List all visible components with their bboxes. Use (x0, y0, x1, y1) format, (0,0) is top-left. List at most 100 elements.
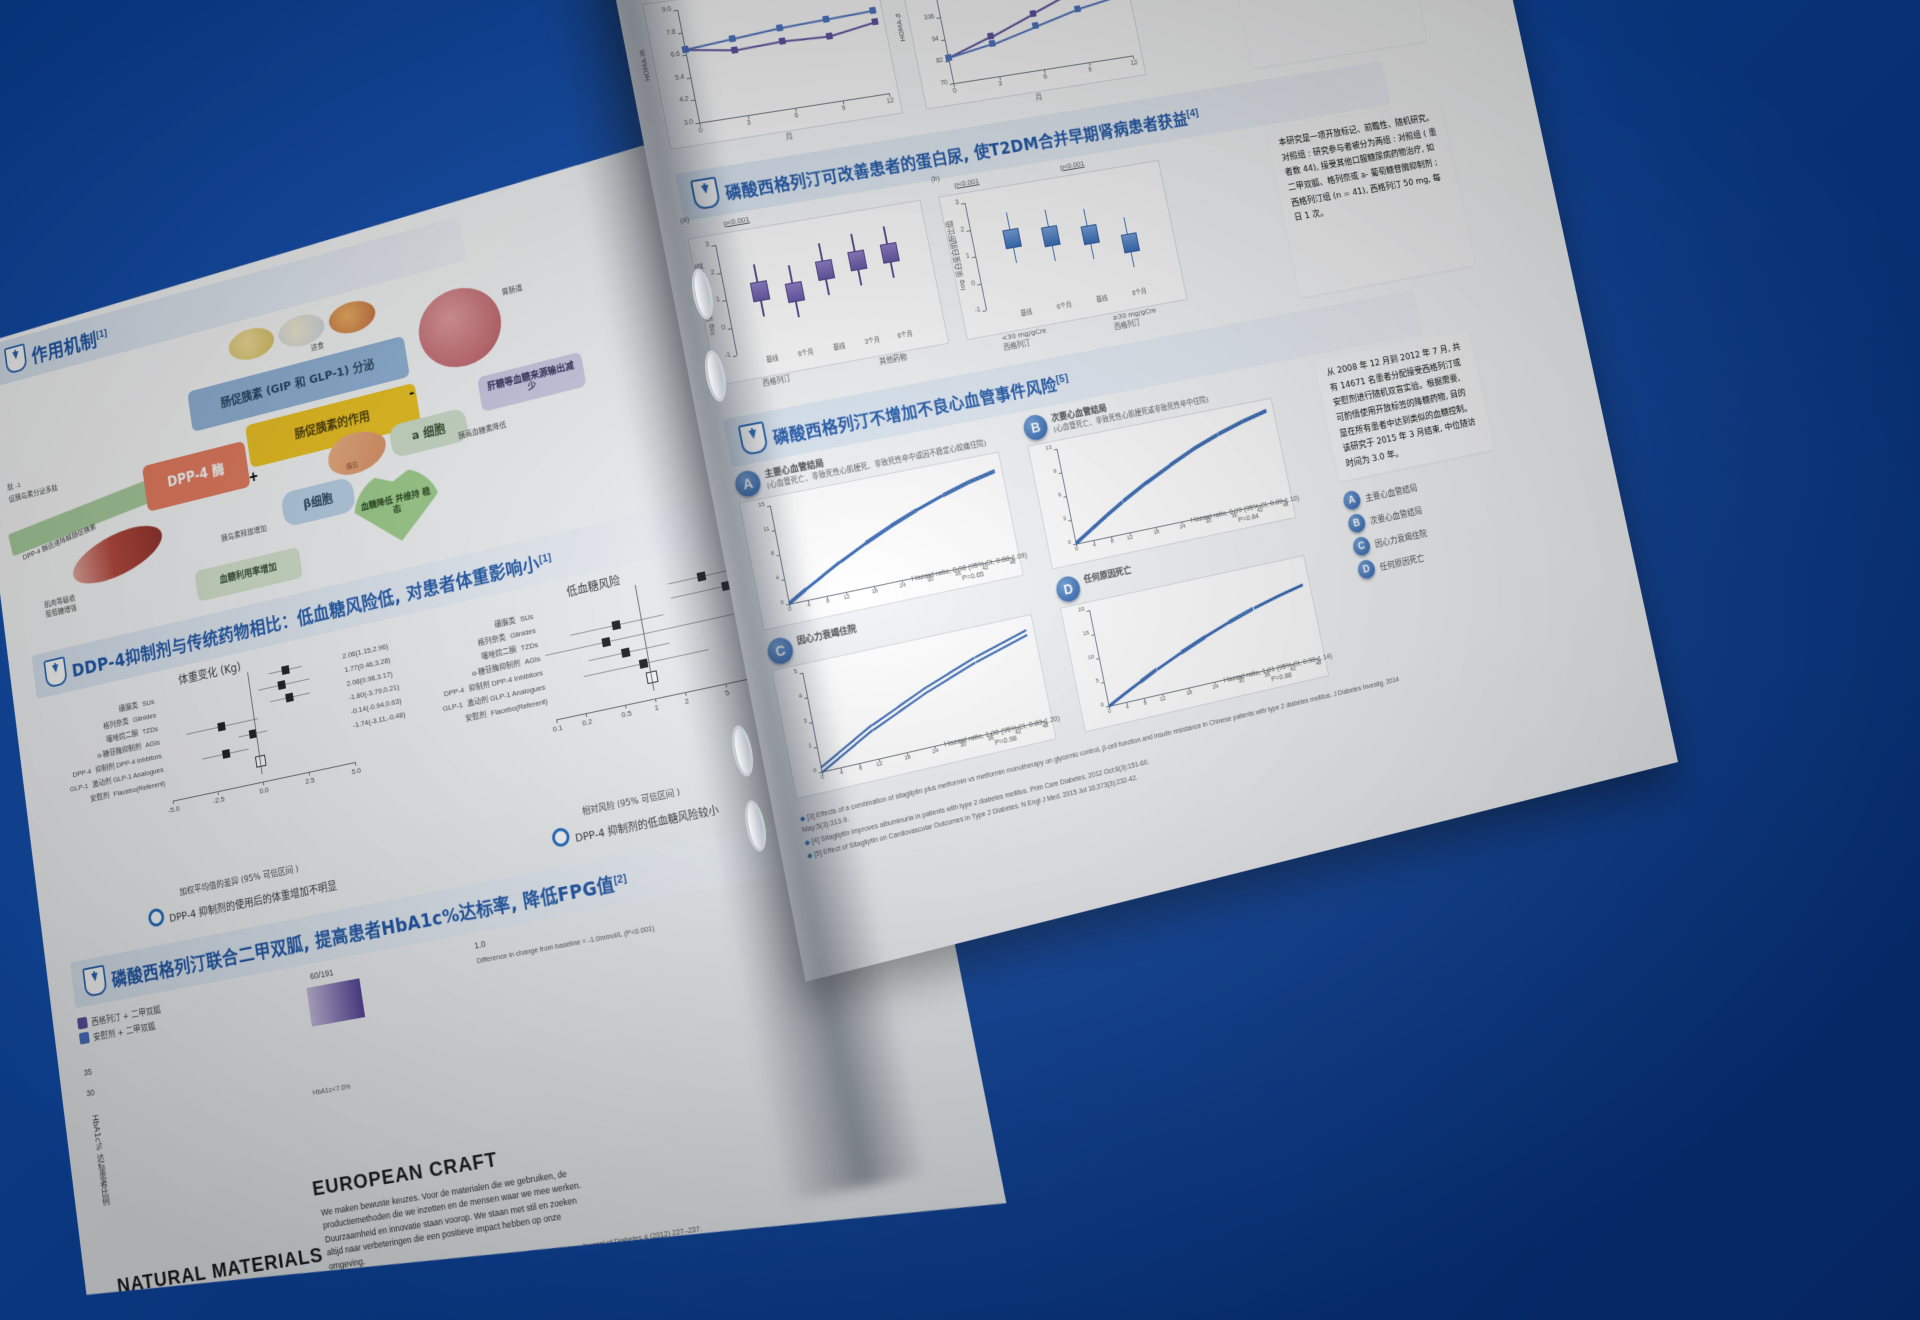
km-x-tick-label: 18 (903, 754, 912, 762)
km-y-tick-label: 4 (798, 693, 803, 701)
km-series-line (1253, 594, 1278, 609)
chart-series-line (779, 19, 827, 30)
km-y-tick-label: 10 (1087, 654, 1095, 662)
panel-b-pvalue-2: p<0.001 (1059, 159, 1085, 172)
km-x-tick-label: 12 (843, 594, 851, 602)
km-y-tick-label: 5 (793, 668, 798, 676)
km-series-line (1091, 515, 1108, 531)
forest-point-estimate (621, 647, 631, 657)
km-series-line (1124, 680, 1141, 694)
eating-label: 进食 (310, 341, 325, 353)
liver-output-node: 肝糖等血糖来源输出减少 (477, 352, 587, 412)
km-x-tick-label: 24 (1179, 523, 1187, 531)
chart-x-tick-label: 6 (794, 112, 800, 120)
peptide1-label: 肽 -1 (6, 480, 22, 492)
km-series-line (1121, 480, 1147, 502)
box-body (1041, 225, 1061, 247)
forest-tick-label: 5 (724, 688, 730, 698)
km-series-line (1204, 620, 1230, 637)
km-series-line (1229, 608, 1254, 624)
km-series-line (839, 543, 866, 564)
forest-tick-label: 0.1 (552, 723, 564, 734)
chart-data-point (1031, 22, 1039, 30)
chart-series-line (825, 10, 873, 21)
km-series-line (805, 575, 824, 591)
side-label-b: 次要心血管结局 (1369, 506, 1424, 527)
box-y-tick-label: 3 (954, 199, 960, 207)
chart-x-tick (888, 93, 891, 98)
km-x-tick-label: 18 (871, 588, 879, 596)
food-icon-1 (227, 323, 276, 364)
box-plot-item (844, 233, 869, 287)
chart-y-tick-label: 4.2 (678, 96, 690, 105)
forest-tick-label: 2.5 (304, 775, 316, 786)
cv-side-badges: A 主要心血管结局 B 次要心血管结局 C 因心力衰竭住院 D 任何原因死亡 (1341, 461, 1516, 581)
box-plot-item (746, 263, 771, 318)
km-series-line (967, 469, 995, 483)
insulin-release-label: 胰岛素释放增加 (220, 523, 268, 544)
chart-data-point (1028, 9, 1037, 17)
forest-tick (355, 762, 356, 766)
panel-a-pvalue: p<0.001 (722, 214, 751, 228)
side-label-c: 因心力衰竭住院 (1374, 529, 1429, 550)
km-series-line (1193, 434, 1219, 451)
chart-y-tick-label: 82 (935, 57, 944, 66)
km-series-line (1180, 635, 1206, 653)
km-y-tick-label: 1 (807, 743, 813, 750)
bullet-icon-weight (147, 907, 165, 928)
km-x-tick-label: 8 (1110, 538, 1115, 546)
chart-data-point (822, 15, 830, 23)
chart-y-tick-label: 94 (931, 35, 940, 44)
chart-data-point (777, 37, 786, 45)
km-y-tick-label: 3 (1062, 516, 1067, 523)
chart-y-tick-label: 118 (904, 0, 930, 2)
combo-bar-label: 60/191 (309, 967, 335, 982)
km-y-tick-label: 13 (1045, 445, 1053, 452)
km-x-tick-label: 8 (825, 598, 831, 606)
chart-y-tick-label: 6.6 (670, 50, 681, 60)
food-icon-3 (327, 296, 378, 338)
glucose-utilization-node: 血糖利用率增加 (194, 547, 303, 602)
homa-beta-ylabel: HOMA-β (893, 12, 907, 43)
km-y-tick-label: 0 (1100, 702, 1105, 709)
shield-icon-cv (737, 421, 769, 457)
km-y-tick-label: 15 (757, 501, 766, 509)
chart-series-line (829, 21, 875, 38)
km-series-line (1106, 501, 1124, 517)
box-body (879, 241, 900, 264)
chart-x-tick-label: 0 (952, 87, 958, 95)
box-y-tick (982, 310, 987, 312)
forest-point-estimate (281, 665, 290, 675)
chart-data-point (728, 34, 737, 43)
chart-data-point (988, 39, 996, 48)
combo-bar-chart: 60/191 HbA1c<7.0% (279, 945, 474, 1122)
km-y-tick-label: 0 (780, 599, 785, 607)
mechanism-ref: [1] (95, 327, 108, 341)
combo-ylabel: HbA1c% 达标患者比例 (89, 1113, 110, 1206)
km-y-tick-label: 4 (775, 575, 780, 582)
chart-y-tick-label: 7.8 (665, 28, 677, 37)
km-x-tick-label: 18 (1185, 689, 1193, 698)
forest-point-estimate (611, 620, 621, 630)
km-series-line (864, 524, 892, 544)
legend-swatch-sitagliptin (77, 1017, 88, 1030)
chart-data-point (868, 6, 877, 15)
forest-tick-label: 0.5 (620, 708, 633, 720)
mechanism-title: 作用机制 (30, 329, 98, 367)
cv-body-text: 从 2008 年 12 月到 2012 年 7 月, 共有 14671 名患者分… (1313, 330, 1495, 483)
panel-a-label: (a) (679, 214, 690, 225)
side-badge-b: B (1346, 512, 1368, 535)
km-series-line (1241, 409, 1267, 422)
km-y-tick-label: 6 (1057, 492, 1062, 499)
km-y-tick-label: 9 (1052, 468, 1058, 476)
legend-swatch-placebo (79, 1032, 90, 1045)
box-body (784, 280, 806, 304)
km-series-line (1145, 463, 1171, 483)
shield-icon-compare (43, 656, 68, 688)
km-series-line (1124, 681, 1142, 695)
bullet-icon-hypo (551, 826, 571, 848)
compare-ref: [1] (537, 551, 553, 566)
panel-b-pvalue-1: p<0.001 (953, 176, 980, 190)
chart-y-tick-label: 9.0 (661, 5, 672, 14)
